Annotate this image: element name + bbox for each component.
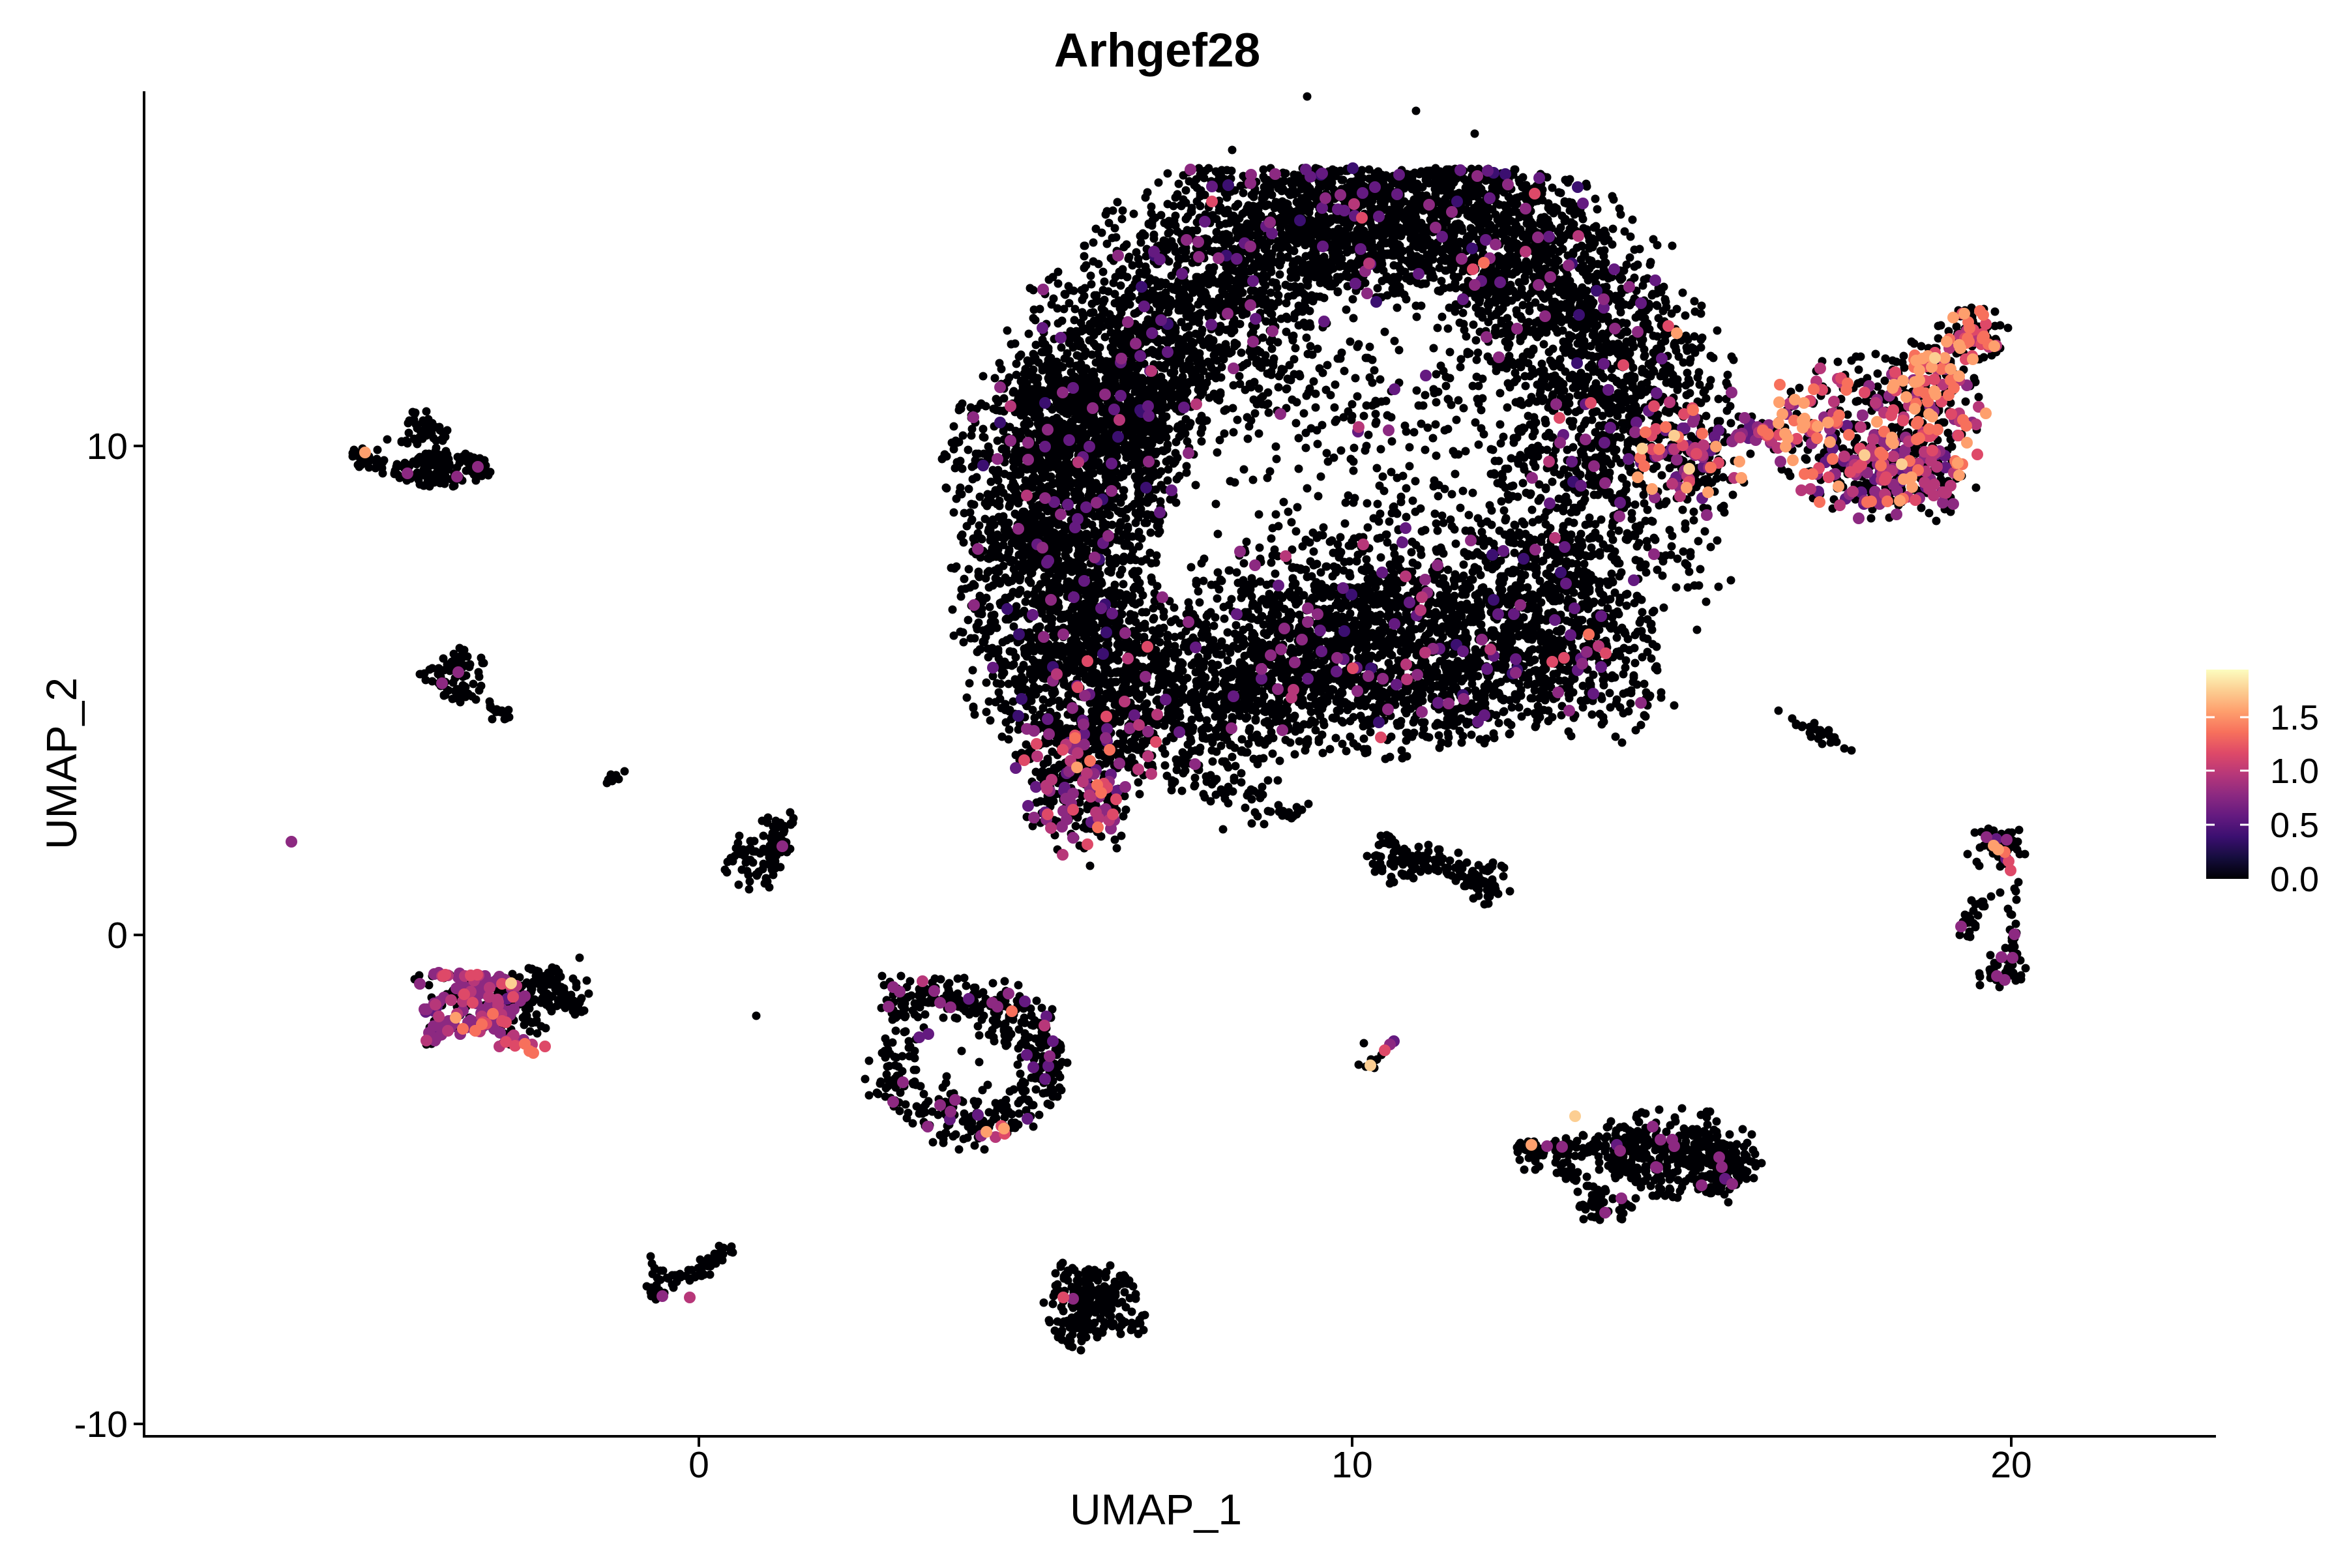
svg-text:UMAP_2: UMAP_2 [37, 677, 85, 850]
svg-text:0: 0 [107, 915, 128, 956]
svg-text:UMAP_1: UMAP_1 [1070, 1485, 1242, 1533]
svg-text:10: 10 [87, 426, 128, 467]
svg-text:0.0: 0.0 [2270, 860, 2319, 899]
svg-text:Arhgef28: Arhgef28 [1054, 24, 1260, 77]
svg-text:0.5: 0.5 [2270, 806, 2319, 845]
svg-text:-10: -10 [74, 1404, 128, 1445]
svg-text:10: 10 [1331, 1444, 1372, 1486]
svg-text:1.0: 1.0 [2270, 752, 2319, 791]
svg-text:0: 0 [688, 1444, 709, 1486]
svg-text:1.5: 1.5 [2270, 698, 2319, 737]
svg-text:20: 20 [1990, 1444, 2031, 1486]
